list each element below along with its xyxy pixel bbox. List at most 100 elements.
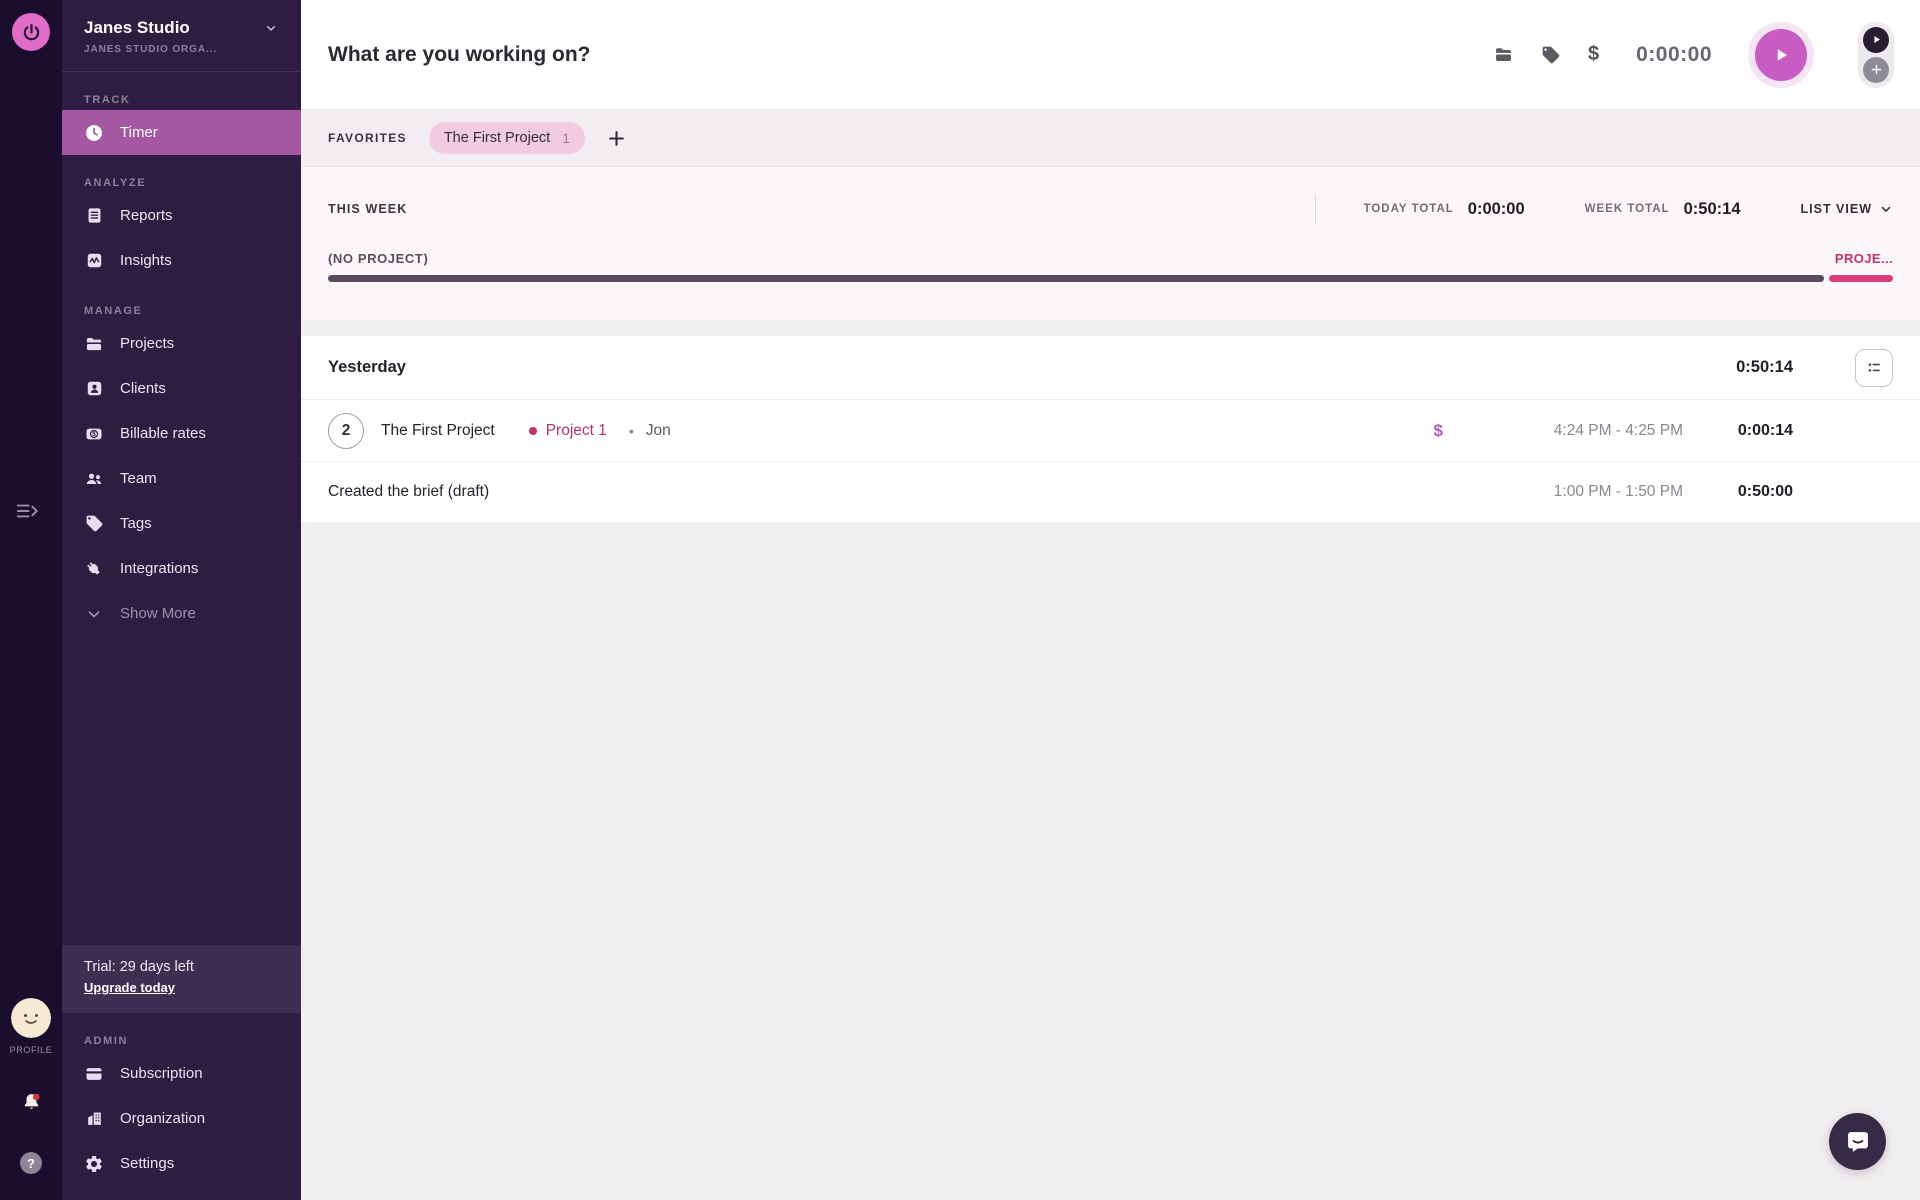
week-total-value: 0:50:14 bbox=[1683, 199, 1741, 218]
chat-bubble-icon bbox=[1844, 1128, 1872, 1156]
chevron-down-icon bbox=[84, 604, 104, 624]
play-icon bbox=[1871, 34, 1882, 45]
sidebar-item-label: Integrations bbox=[120, 560, 199, 577]
workspace-name: Janes Studio bbox=[84, 18, 190, 37]
building-icon bbox=[84, 1109, 104, 1129]
timer-bar: $ 0:00:00 bbox=[301, 0, 1920, 110]
favorite-chip-label: The First Project bbox=[443, 130, 551, 146]
sidebar-item-tags[interactable]: Tags bbox=[62, 501, 301, 546]
gear-icon bbox=[84, 1154, 104, 1174]
favorites-label: FAVORITES bbox=[328, 131, 407, 145]
empty-area bbox=[301, 522, 1920, 1200]
time-entry-row[interactable]: Created the brief (draft) 1:00 PM - 1:50… bbox=[301, 461, 1920, 522]
time-entries-card: Yesterday 0:50:14 bbox=[301, 336, 1920, 522]
separator-dot: • bbox=[628, 422, 634, 439]
task-description-input[interactable] bbox=[328, 42, 1493, 67]
favorite-chip-the-first-project[interactable]: The First Project 1 bbox=[428, 122, 585, 154]
section-label-admin: ADMIN bbox=[84, 1035, 129, 1047]
profile-button[interactable]: PROFILE bbox=[10, 998, 53, 1055]
view-switcher-label: LIST VIEW bbox=[1800, 202, 1872, 216]
entry-description[interactable]: The First Project bbox=[381, 421, 495, 439]
section-label-track: TRACK bbox=[84, 94, 131, 106]
time-entry-row[interactable]: 2 The First Project Project 1 • Jon $ 4:… bbox=[301, 400, 1920, 461]
entry-time-range[interactable]: 4:24 PM - 4:25 PM bbox=[1553, 421, 1683, 439]
this-week-label: THIS WEEK bbox=[328, 202, 408, 216]
sidebar-item-show-more[interactable]: Show More bbox=[62, 591, 301, 636]
spacer bbox=[301, 320, 1920, 336]
notifications-bell-icon[interactable] bbox=[20, 1091, 43, 1114]
sidebar-item-label: Tags bbox=[120, 515, 152, 532]
sidebar-item-subscription[interactable]: Subscription bbox=[62, 1051, 301, 1096]
avatar[interactable] bbox=[11, 998, 51, 1038]
entry-member: Jon bbox=[645, 421, 671, 439]
support-chat-button[interactable] bbox=[1829, 1113, 1886, 1170]
project-color-dot bbox=[528, 426, 537, 435]
manual-mode-button[interactable] bbox=[1863, 56, 1889, 83]
tag-icon[interactable] bbox=[1541, 45, 1561, 65]
sidebar-item-label: Timer bbox=[120, 124, 158, 141]
chevron-down-icon bbox=[1879, 202, 1893, 216]
sidebar-item-organization[interactable]: Organization bbox=[62, 1096, 301, 1141]
no-project-label: (NO PROJECT) bbox=[328, 251, 429, 266]
help-icon[interactable]: ? bbox=[20, 1152, 42, 1174]
folder-icon bbox=[84, 334, 104, 354]
plug-icon bbox=[84, 559, 104, 579]
section-label-analyze: ANALYZE bbox=[84, 177, 147, 189]
entry-project[interactable]: Project 1 bbox=[528, 422, 607, 440]
day-total-duration: 0:50:14 bbox=[1736, 358, 1793, 376]
trial-days-left: Trial: 29 days left bbox=[84, 959, 194, 975]
billable-dollar-icon[interactable]: $ bbox=[1587, 43, 1600, 65]
sidebar: Janes Studio JANES STUDIO ORGA... TRACK … bbox=[62, 0, 301, 1200]
sidebar-item-label: Settings bbox=[120, 1155, 175, 1172]
no-project-bar-segment[interactable] bbox=[328, 275, 1825, 282]
profile-label: PROFILE bbox=[9, 1045, 53, 1055]
chevron-down-icon bbox=[263, 20, 279, 36]
group-view-toggle-button[interactable] bbox=[1855, 348, 1893, 387]
sidebar-item-timer[interactable]: Timer bbox=[62, 110, 301, 155]
clock-icon bbox=[84, 123, 104, 143]
week-activity-bar bbox=[328, 275, 1893, 282]
view-switcher[interactable]: LIST VIEW bbox=[1801, 202, 1894, 216]
upgrade-link[interactable]: Upgrade today bbox=[84, 980, 176, 995]
timer-mode-button[interactable] bbox=[1863, 26, 1889, 53]
admin-section: ADMIN Subscription Organization bbox=[62, 1013, 301, 1200]
sidebar-item-reports[interactable]: Reports bbox=[62, 193, 301, 238]
entry-group-count[interactable]: 2 bbox=[328, 412, 364, 449]
power-icon bbox=[21, 22, 42, 43]
reports-icon bbox=[84, 206, 104, 226]
day-label: Yesterday bbox=[328, 358, 406, 376]
sidebar-item-team[interactable]: Team bbox=[62, 456, 301, 501]
entry-duration[interactable]: 0:00:14 bbox=[1737, 421, 1793, 439]
expand-sidebar-icon[interactable] bbox=[14, 498, 40, 524]
add-favorite-button[interactable] bbox=[607, 129, 626, 148]
sidebar-item-settings[interactable]: Settings bbox=[62, 1141, 301, 1186]
sidebar-item-label: Show More bbox=[120, 605, 196, 622]
plus-icon bbox=[1870, 63, 1883, 76]
play-icon bbox=[1770, 44, 1792, 66]
workspace-switcher[interactable]: Janes Studio JANES STUDIO ORGA... bbox=[62, 0, 301, 72]
person-card-icon bbox=[84, 379, 104, 399]
project-bar-segment[interactable] bbox=[1828, 275, 1893, 282]
entry-time-range[interactable]: 1:00 PM - 1:50 PM bbox=[1553, 483, 1683, 500]
project-folder-icon[interactable] bbox=[1493, 44, 1514, 65]
sidebar-item-insights[interactable]: Insights bbox=[62, 238, 301, 283]
start-timer-button[interactable] bbox=[1755, 28, 1807, 81]
sidebar-item-label: Billable rates bbox=[120, 425, 206, 442]
trial-banner: Trial: 29 days left Upgrade today bbox=[62, 945, 301, 1013]
team-icon bbox=[84, 469, 104, 489]
credit-card-icon bbox=[84, 1064, 104, 1084]
sidebar-item-projects[interactable]: Projects bbox=[62, 321, 301, 366]
entry-duration[interactable]: 0:50:00 bbox=[1737, 483, 1793, 500]
entry-description[interactable]: Created the brief (draft) bbox=[328, 483, 490, 500]
sidebar-item-clients[interactable]: Clients bbox=[62, 366, 301, 411]
timer-readout: 0:00:00 bbox=[1636, 42, 1712, 66]
help-symbol: ? bbox=[27, 1155, 35, 1171]
favorite-chip-count: 1 bbox=[562, 130, 570, 146]
app-logo[interactable] bbox=[12, 13, 50, 51]
sidebar-item-integrations[interactable]: Integrations bbox=[62, 546, 301, 591]
sidebar-item-billable-rates[interactable]: $ Billable rates bbox=[62, 411, 301, 456]
sidebar-item-label: Subscription bbox=[120, 1065, 203, 1082]
rail-bottom: PROFILE ? bbox=[10, 998, 53, 1200]
billable-dollar-icon[interactable]: $ bbox=[1433, 420, 1443, 440]
today-total-label: TODAY TOTAL bbox=[1363, 203, 1454, 215]
